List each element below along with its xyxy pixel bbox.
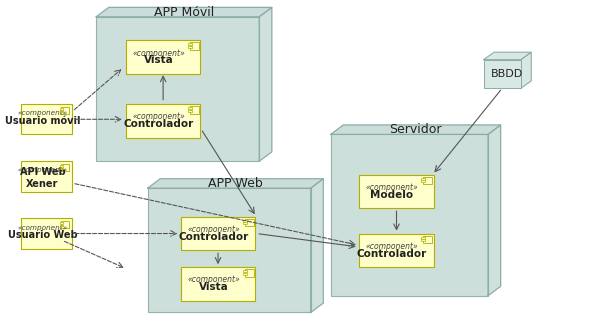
FancyBboxPatch shape [188, 107, 192, 109]
Polygon shape [311, 179, 323, 312]
FancyBboxPatch shape [60, 168, 63, 169]
Text: «component»: «component» [187, 225, 240, 234]
FancyBboxPatch shape [181, 267, 255, 301]
FancyBboxPatch shape [484, 60, 521, 88]
Polygon shape [521, 52, 531, 88]
Text: Controlador: Controlador [357, 249, 427, 259]
FancyBboxPatch shape [243, 220, 247, 222]
Text: «component»: «component» [187, 276, 240, 284]
FancyBboxPatch shape [61, 221, 69, 228]
FancyBboxPatch shape [331, 134, 488, 296]
Polygon shape [488, 125, 501, 296]
Text: «component»: «component» [17, 110, 67, 116]
Text: Controlador: Controlador [178, 232, 249, 242]
Text: Usuario Web: Usuario Web [8, 230, 77, 240]
FancyBboxPatch shape [60, 225, 63, 226]
FancyBboxPatch shape [181, 217, 255, 250]
FancyBboxPatch shape [243, 273, 247, 275]
FancyBboxPatch shape [60, 165, 63, 167]
FancyBboxPatch shape [359, 175, 434, 208]
Text: APP Web: APP Web [208, 177, 263, 190]
Polygon shape [148, 179, 323, 188]
FancyBboxPatch shape [61, 164, 69, 171]
Text: BBDD: BBDD [491, 69, 524, 79]
FancyBboxPatch shape [61, 107, 69, 114]
Polygon shape [259, 7, 272, 161]
FancyBboxPatch shape [359, 234, 434, 267]
Polygon shape [331, 125, 501, 134]
FancyBboxPatch shape [423, 236, 432, 243]
Text: «component»: «component» [132, 113, 185, 121]
Polygon shape [96, 7, 272, 17]
Text: Controlador: Controlador [124, 119, 194, 129]
Text: «component»: «component» [366, 183, 418, 192]
Polygon shape [484, 52, 531, 60]
Text: Vista: Vista [144, 55, 173, 66]
Text: Vista: Vista [199, 282, 228, 292]
FancyBboxPatch shape [188, 110, 192, 112]
FancyBboxPatch shape [190, 42, 199, 50]
Text: APP Móvil: APP Móvil [154, 6, 214, 18]
FancyBboxPatch shape [148, 188, 311, 312]
FancyBboxPatch shape [21, 161, 72, 192]
FancyBboxPatch shape [243, 222, 247, 224]
FancyBboxPatch shape [245, 219, 254, 226]
FancyBboxPatch shape [243, 270, 247, 272]
FancyBboxPatch shape [188, 43, 192, 45]
FancyBboxPatch shape [96, 17, 259, 161]
FancyBboxPatch shape [245, 269, 254, 277]
FancyBboxPatch shape [126, 104, 200, 138]
FancyBboxPatch shape [188, 46, 192, 48]
Text: API Web
Xener: API Web Xener [20, 167, 65, 189]
Text: «component»: «component» [17, 224, 67, 230]
FancyBboxPatch shape [21, 218, 72, 249]
FancyBboxPatch shape [421, 239, 426, 241]
Text: «component»: «component» [366, 242, 418, 251]
FancyBboxPatch shape [21, 104, 72, 134]
Text: «component»: «component» [17, 167, 67, 173]
FancyBboxPatch shape [423, 177, 432, 184]
FancyBboxPatch shape [60, 222, 63, 224]
Text: «component»: «component» [132, 49, 185, 57]
Text: Usuario móvil: Usuario móvil [5, 116, 80, 126]
Text: Modelo: Modelo [371, 190, 414, 200]
FancyBboxPatch shape [126, 40, 200, 74]
FancyBboxPatch shape [421, 237, 426, 239]
FancyBboxPatch shape [60, 108, 63, 110]
FancyBboxPatch shape [421, 178, 426, 180]
FancyBboxPatch shape [190, 106, 199, 114]
Text: Servidor: Servidor [389, 123, 442, 136]
FancyBboxPatch shape [60, 111, 63, 112]
FancyBboxPatch shape [421, 180, 426, 182]
